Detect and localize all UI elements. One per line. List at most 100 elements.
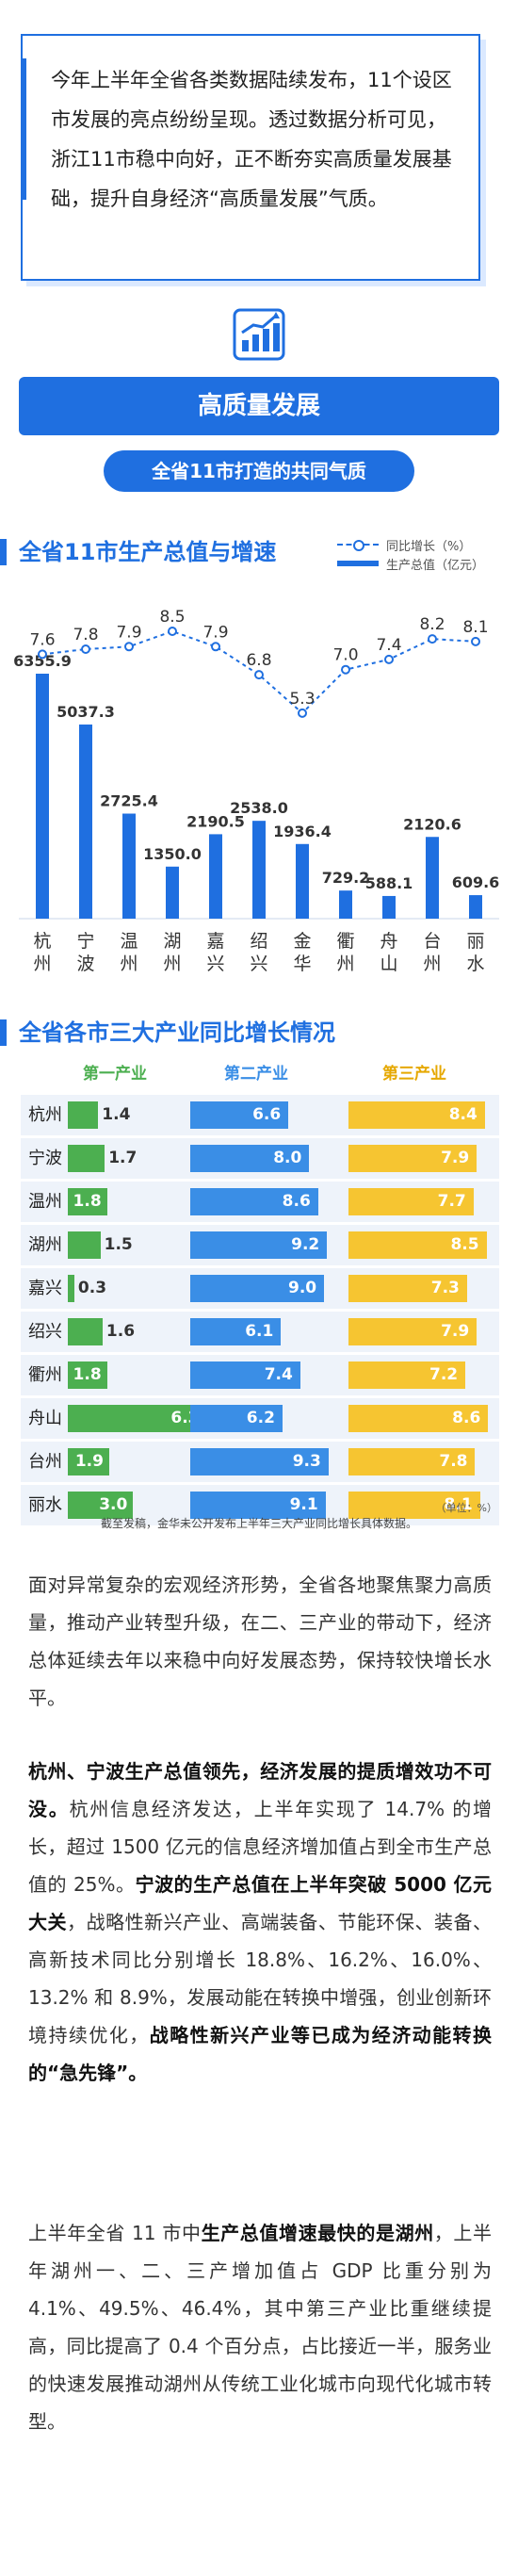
table-row: 丽水 3.0 9.1 8.1 — [21, 1485, 499, 1525]
city-label: 绍兴 — [28, 1322, 62, 1342]
section1-title: 全省11市生产总值与增速 — [19, 539, 277, 565]
chart1-legend: 同比增长（%） 生产总值（亿元） — [337, 535, 484, 573]
sub-banner: 全省11市打造的共同气质 — [104, 450, 414, 492]
table-rows: 杭州 1.4 6.6 8.4 宁波 1.7 8.0 7.9 温州 1.8 8.6 7.7 湖州 1.5 9.… — [21, 1095, 499, 1525]
industry-bar — [68, 1188, 107, 1215]
growth-value-label: 7.0 — [332, 646, 358, 665]
industry-bar-track: 7.9 — [348, 1145, 490, 1172]
industry-value-label: 8.4 — [448, 1105, 478, 1124]
industry-bar — [348, 1145, 478, 1172]
industry-value-label: 6.2 — [246, 1409, 275, 1427]
industry-bar-track: 1.8 — [68, 1188, 209, 1215]
gdp-value-label: 2538.0 — [230, 799, 288, 817]
industry-value-label: 8.6 — [282, 1192, 311, 1211]
industry-bar-track: 1.7 — [68, 1145, 209, 1172]
gdp-bar — [469, 895, 482, 919]
industry-value-label: 8.0 — [273, 1149, 302, 1167]
table-row: 衢州 1.8 7.4 7.2 — [21, 1355, 499, 1395]
growth-value-label: 8.2 — [419, 615, 445, 634]
category-label: 州 — [336, 954, 354, 974]
industry-bar-track: 9.0 — [190, 1275, 332, 1302]
p3-text-2: ，上半年湖州一、二、三产增加值占 GDP 比重分别为 4.1%、49.5%、46… — [28, 2222, 492, 2433]
industry-value-label: 6.1 — [245, 1322, 274, 1341]
intro-box: 今年上半年全省各类数据陆续发布，11个设区市发展的亮点纷纷呈现。透过数据分析可见… — [21, 34, 480, 281]
category-label: 金 — [293, 931, 311, 952]
category-label: 湖 — [163, 931, 181, 952]
industry-bar-track: 6.6 — [190, 1101, 332, 1129]
category-label: 州 — [163, 954, 181, 974]
industry-value-label: 9.0 — [287, 1279, 317, 1297]
section2-title: 全省各市三大产业同比增长情况 — [19, 1019, 335, 1046]
industry-bar-track: 7.9 — [348, 1318, 490, 1345]
growth-point — [168, 627, 177, 636]
industry-bar-track: 9.1 — [190, 1492, 332, 1519]
growth-value-label: 8.5 — [159, 608, 185, 627]
growth-point — [471, 636, 480, 646]
gdp-value-label: 588.1 — [365, 874, 413, 892]
industry-value-label: 8.5 — [450, 1235, 479, 1254]
header-primary: 第一产业 — [83, 1065, 147, 1084]
gdp-bar — [382, 895, 396, 919]
city-label: 舟山 — [28, 1409, 62, 1428]
industry-bar — [348, 1275, 467, 1302]
growth-point — [254, 670, 264, 680]
gdp-value-label: 1350.0 — [143, 845, 202, 863]
industry-bar-track: 7.4 — [190, 1361, 332, 1389]
main-banner: 高质量发展 — [19, 377, 499, 435]
industry-bar-track: 8.0 — [190, 1145, 332, 1172]
growth-point — [341, 664, 350, 675]
growth-value-label: 7.9 — [116, 623, 141, 642]
industry-bar — [348, 1492, 480, 1519]
category-label: 杭 — [33, 931, 51, 952]
intro-accent-bar — [21, 58, 26, 200]
section1-heading-bar — [0, 539, 7, 565]
gdp-bar — [122, 813, 136, 919]
gdp-value-label: 2190.5 — [186, 812, 245, 830]
growth-value-label: 6.8 — [246, 651, 271, 670]
category-label: 绍 — [250, 931, 267, 952]
table-header: 第一产业 第二产业 第三产业 — [21, 1057, 499, 1095]
table-row: 绍兴 1.6 6.1 7.9 — [21, 1312, 499, 1352]
growth-value-label: 7.8 — [73, 626, 98, 644]
industry-value-label: 9.1 — [289, 1495, 318, 1514]
gdp-value-label: 609.6 — [452, 873, 500, 891]
gdp-value-label: 6355.9 — [13, 652, 72, 670]
industry-bar-track: 1.9 — [68, 1448, 209, 1475]
industry-bar — [348, 1231, 487, 1259]
industry-bar-track: 8.5 — [348, 1231, 490, 1259]
section1-heading: 全省11市生产总值与增速 — [0, 535, 518, 569]
growth-point — [38, 649, 47, 660]
gdp-bar — [339, 890, 352, 919]
industry-bar-track: 8.6 — [190, 1188, 332, 1215]
category-label: 华 — [293, 954, 311, 974]
industry-bar — [348, 1188, 474, 1215]
category-label: 嘉 — [206, 931, 224, 952]
growth-value-label: 8.1 — [462, 618, 488, 637]
category-label: 州 — [33, 954, 51, 974]
growth-point — [298, 708, 307, 718]
category-label: 台 — [423, 931, 441, 952]
industry-bar-track: 8.1 — [348, 1492, 490, 1519]
gdp-value-label: 5037.3 — [57, 703, 115, 721]
industry-bar — [68, 1492, 134, 1519]
p2-bold-2: 宁波的生产总值在上半年突破 5000 亿元大关 — [28, 1873, 493, 1933]
industry-value-label: 9.3 — [292, 1452, 321, 1471]
industry-bar-track: 9.3 — [190, 1448, 332, 1475]
industry-bar-track: 3.0 — [68, 1492, 209, 1519]
industry-bar — [190, 1188, 318, 1215]
paragraph-1: 面对异常复杂的宏观经济形势，全省各地聚焦聚力高质量，推动产业转型升级，在二、三产… — [28, 1573, 492, 1709]
industry-bar — [68, 1145, 105, 1172]
p2-text-1: 杭州信息经济发达，上半年实现了 14.7% 的增长，超过 1500 亿元的信息经… — [28, 1798, 493, 1896]
industry-value-label: 7.8 — [439, 1452, 468, 1471]
p2-bold-3: 战略性新兴产业等已成为经济动能转换的“急先锋”。 — [28, 2024, 493, 2084]
industry-value-label: 7.7 — [437, 1192, 466, 1211]
p3-text-1: 上半年全省 11 市中 — [28, 2222, 202, 2244]
p3-bold-1: 生产总值增速最快的是湖州 — [201, 2222, 434, 2244]
category-label: 温 — [120, 931, 138, 952]
category-label: 州 — [423, 954, 441, 974]
industry-bar — [68, 1275, 74, 1302]
growth-value-label: 7.9 — [202, 623, 228, 642]
industry-bar — [348, 1361, 466, 1389]
industry-value-label: 6.6 — [252, 1105, 282, 1124]
header-secondary: 第二产业 — [224, 1065, 288, 1084]
